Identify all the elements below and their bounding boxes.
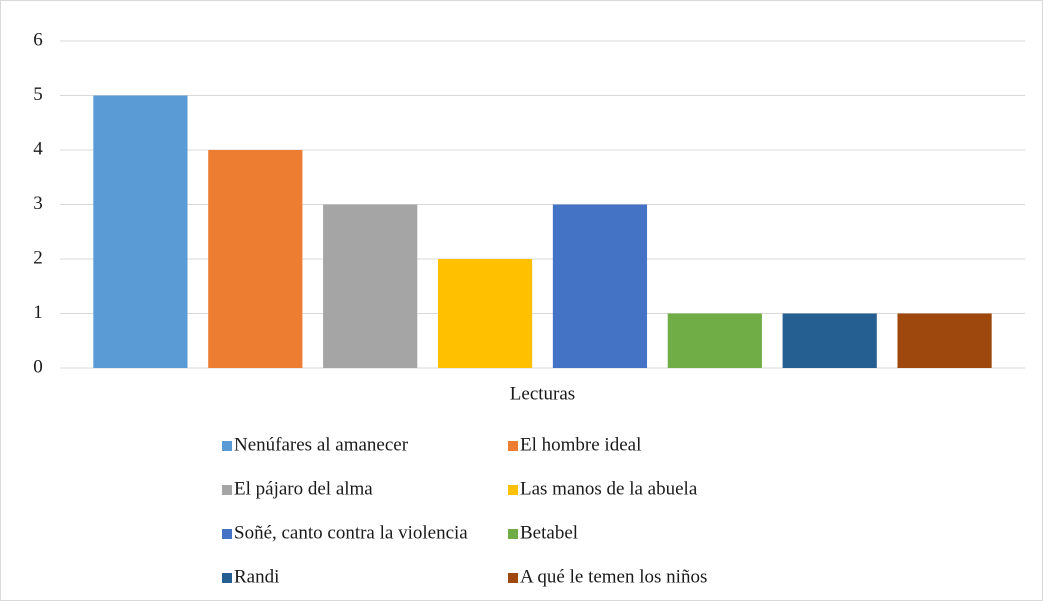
- y-tick-label: 1: [33, 302, 43, 323]
- legend-marker: [508, 485, 518, 495]
- y-tick-label: 0: [33, 356, 43, 377]
- legend-marker: [508, 441, 518, 451]
- legend-label: El hombre ideal: [520, 434, 641, 455]
- legend-label: A qué le temen los niños: [520, 566, 707, 587]
- bar: [667, 313, 762, 368]
- x-tick-label: Lecturas: [510, 383, 575, 404]
- bar: [552, 204, 648, 368]
- legend-label: Nenúfares al amanecer: [234, 434, 409, 455]
- legend-marker: [222, 573, 232, 583]
- bar: [93, 95, 188, 368]
- legend-label: Randi: [234, 566, 279, 587]
- bar: [897, 313, 992, 368]
- legend-marker: [508, 573, 518, 583]
- legend-marker: [222, 441, 232, 451]
- legend-label: El pájaro del alma: [234, 478, 373, 499]
- legend-label: Las manos de la abuela: [520, 478, 698, 499]
- bar: [208, 150, 303, 368]
- legend-label: Betabel: [520, 522, 578, 543]
- bar: [782, 313, 877, 368]
- bar: [437, 259, 533, 368]
- y-tick-label: 6: [33, 29, 43, 50]
- y-tick-label: 3: [33, 193, 43, 214]
- bar: [323, 204, 418, 368]
- legend-label: Soñé, canto contra la violencia: [234, 522, 468, 543]
- legend-marker: [222, 529, 232, 539]
- y-tick-label: 2: [33, 247, 43, 268]
- y-tick-label: 4: [33, 138, 43, 159]
- y-tick-label: 5: [33, 84, 43, 105]
- legend-marker: [222, 485, 232, 495]
- legend-marker: [508, 529, 518, 539]
